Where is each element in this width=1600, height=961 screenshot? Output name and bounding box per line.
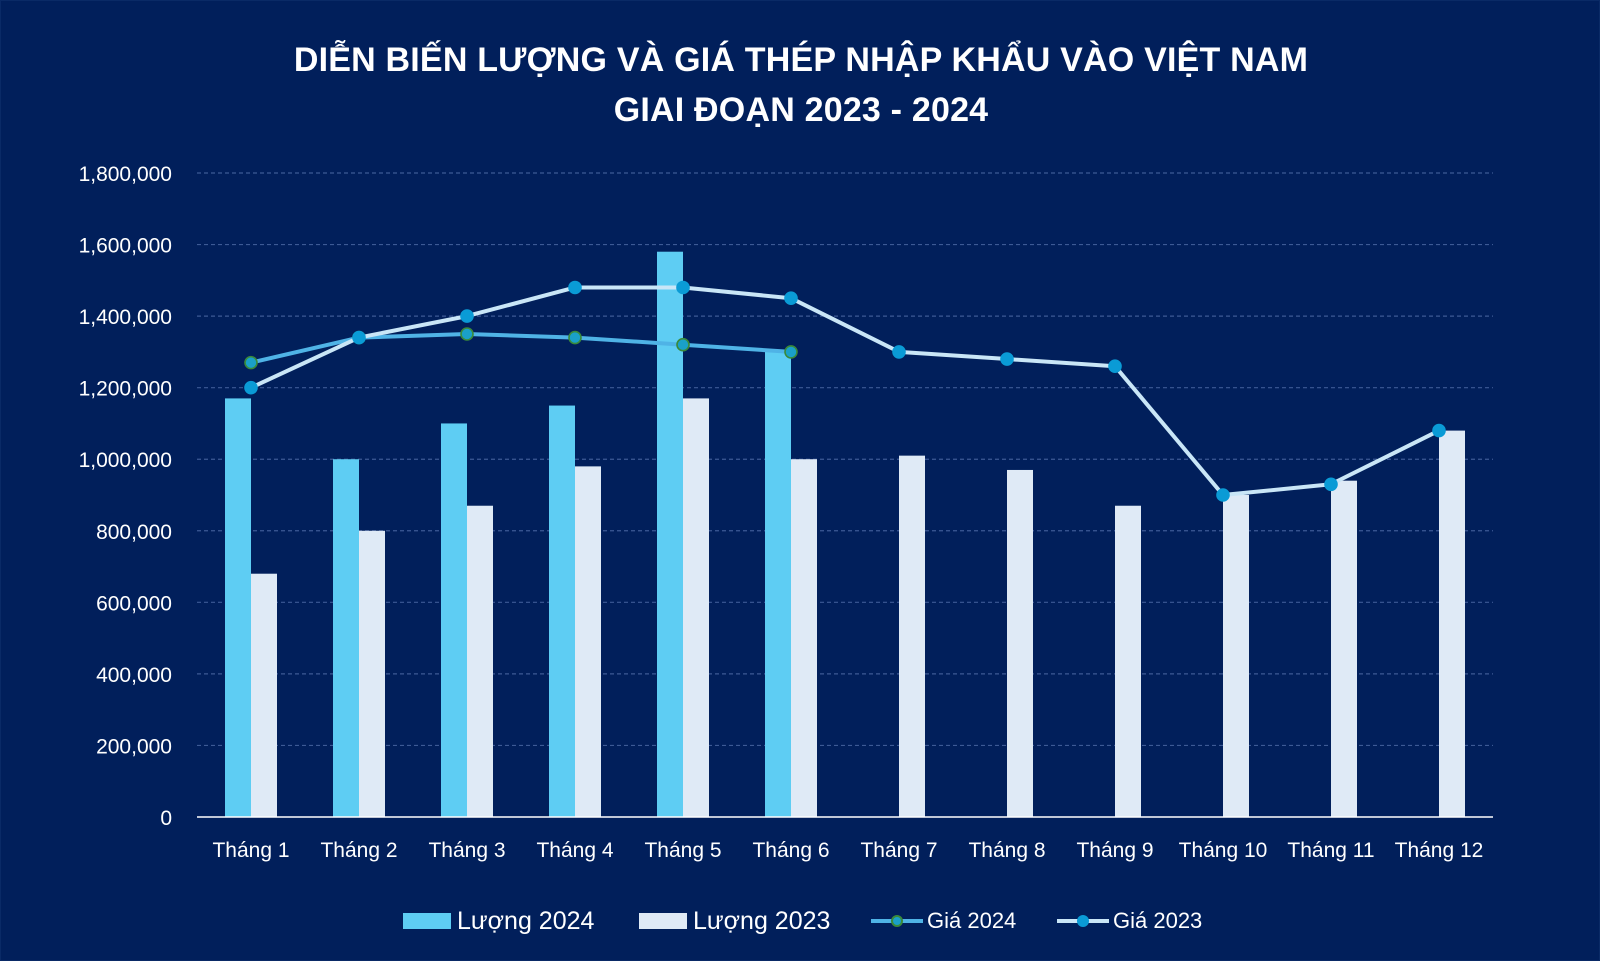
bar-luong-2023	[899, 455, 925, 817]
bar-luong-2024	[333, 459, 359, 817]
grid-lines	[197, 172, 1493, 747]
gia-2023-point	[568, 280, 582, 295]
gia-2024-point	[244, 355, 258, 370]
x-tick-label: Tháng 3	[428, 839, 505, 862]
legend: Lượng 2024 Lượng 2023 Giá 2024 Giá 2023	[1, 903, 1600, 939]
combo-chart: 0 200,000 400,000 600,000 800,000 1,000,000 1,…	[79, 163, 1493, 862]
bar-luong-2023	[1007, 469, 1033, 817]
y-tick-label: 1,800,000	[79, 163, 172, 186]
y-axis-ticks: 0 200,000 400,000 600,000 800,000 1,000,000 1,…	[79, 163, 172, 830]
gia-2023-point	[892, 345, 906, 359]
gia-2023-point	[784, 291, 798, 306]
gia-2023-point	[1324, 477, 1338, 492]
x-tick-label: Tháng 1	[212, 839, 289, 862]
bars	[225, 251, 1465, 817]
gia-2023-line	[250, 285, 1440, 497]
chart-title-line-2: GIAI ĐOẠN 2023 - 2024	[613, 91, 989, 129]
y-tick-label: 800,000	[96, 521, 172, 544]
bar-luong-2023	[791, 459, 817, 817]
legend-line-gia-2024	[871, 913, 923, 929]
bar-luong-2024	[657, 251, 683, 817]
y-tick-label: 0	[160, 807, 172, 830]
bar-luong-2024	[441, 423, 467, 817]
bar-luong-2024	[765, 351, 791, 817]
bar-luong-2023	[1331, 480, 1357, 817]
gia-2024-point	[568, 330, 582, 345]
legend-item-gia-2023: Giá 2023	[1057, 903, 1202, 939]
legend-item-gia-2024: Giá 2024	[871, 903, 1016, 939]
x-tick-label: Tháng 7	[860, 839, 937, 862]
bar-luong-2023	[1439, 430, 1465, 817]
gia-2023-point	[244, 380, 258, 395]
bar-luong-2023	[359, 530, 385, 817]
x-tick-label: Tháng 10	[1179, 839, 1268, 862]
x-tick-label: Tháng 8	[968, 839, 1045, 862]
x-tick-label: Tháng 12	[1395, 839, 1484, 862]
legend-item-luong-2024: Lượng 2024	[403, 903, 594, 939]
gia-2023-point	[1000, 352, 1014, 366]
legend-swatch-luong-2023	[639, 913, 687, 929]
gia-2024-point	[460, 327, 474, 341]
legend-swatch-luong-2024	[403, 913, 451, 929]
legend-label-gia-2024: Giá 2024	[927, 908, 1017, 933]
gia-2023-point	[1216, 488, 1230, 502]
bar-luong-2023	[575, 466, 601, 817]
y-tick-label: 600,000	[96, 592, 172, 615]
x-tick-label: Tháng 11	[1287, 839, 1374, 862]
gia-2023-point	[460, 309, 474, 323]
legend-line-gia-2023	[1057, 913, 1109, 929]
gia-2024-point	[676, 337, 690, 352]
bar-luong-2023	[1223, 495, 1249, 817]
y-tick-label: 1,000,000	[79, 449, 172, 472]
chart-title-line-1: DIỄN BIẾN LƯỢNG VÀ GIÁ THÉP NHẬP KHẨU VÀ…	[293, 41, 1309, 79]
bar-luong-2023	[683, 398, 709, 817]
legend-label-luong-2024: Lượng 2024	[457, 906, 595, 935]
y-tick-label: 400,000	[96, 664, 172, 687]
legend-label-luong-2023: Lượng 2023	[693, 906, 831, 935]
x-tick-label: Tháng 5	[644, 839, 721, 862]
gia-2024-line	[250, 332, 792, 365]
bar-luong-2024	[225, 398, 251, 817]
gia-2023-point	[676, 280, 690, 295]
y-tick-label: 200,000	[96, 735, 172, 758]
x-tick-label: Tháng 4	[536, 839, 613, 862]
bar-luong-2023	[1115, 505, 1141, 817]
x-axis-ticks: Tháng 1 Tháng 2 Tháng 3 Tháng 4 Tháng 5 Tháng…	[212, 839, 1483, 862]
bar-luong-2023	[251, 573, 277, 817]
bar-luong-2023	[467, 505, 493, 817]
gia-2024-point	[784, 345, 798, 359]
x-tick-label: Tháng 9	[1076, 839, 1153, 862]
gia-2023-point	[1108, 359, 1122, 374]
gia-2023-point	[1432, 423, 1446, 438]
price-lines	[244, 280, 1446, 502]
legend-item-luong-2023: Lượng 2023	[639, 903, 830, 939]
gia-2023-point	[352, 330, 366, 345]
y-tick-label: 1,200,000	[79, 378, 172, 401]
bar-luong-2024	[549, 405, 575, 817]
y-tick-label: 1,400,000	[79, 306, 172, 329]
x-tick-label: Tháng 2	[320, 839, 397, 862]
y-tick-label: 1,600,000	[79, 235, 172, 258]
legend-label-gia-2023: Giá 2023	[1113, 908, 1203, 933]
x-tick-label: Tháng 6	[752, 839, 829, 862]
